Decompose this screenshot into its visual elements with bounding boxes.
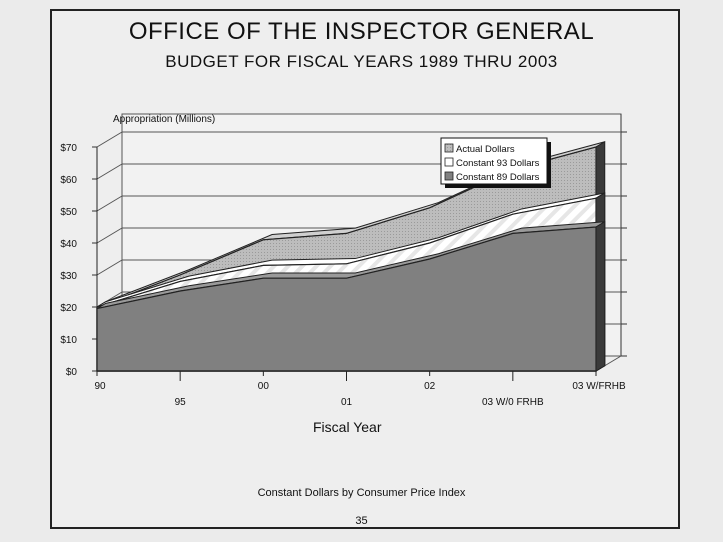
- y-tick-label: $40: [60, 239, 77, 250]
- x-tick-label: 03 W/FRHB: [572, 381, 626, 392]
- y-tick-label: $70: [60, 143, 77, 154]
- page-title: OFFICE OF THE INSPECTOR GENERAL: [128, 18, 595, 45]
- legend-swatch: [444, 143, 454, 153]
- page-number: 35: [355, 515, 368, 527]
- y-tick-label: $0: [66, 367, 78, 378]
- y-tick-label: $50: [60, 207, 77, 218]
- x-tick-label: 02: [424, 381, 436, 392]
- legend-label: Constant 93 Dollars: [456, 158, 540, 169]
- footnote: Constant Dollars by Consumer Price Index: [257, 487, 466, 499]
- legend: [440, 137, 548, 185]
- gridline-depth: [96, 259, 123, 276]
- gridline-depth: [96, 195, 123, 212]
- x-tick-label: 00: [258, 381, 270, 392]
- y-tick-label: $10: [60, 335, 77, 346]
- x-tick-label: 01: [341, 397, 353, 408]
- gridline-depth: [96, 227, 123, 244]
- legend-swatch: [444, 157, 454, 167]
- y-axis-label: Appropriation (Millions): [113, 114, 216, 125]
- legend-label: Actual Dollars: [456, 144, 515, 155]
- gridline-depth: [96, 163, 123, 180]
- x-axis-label: Fiscal Year: [313, 419, 382, 435]
- y-tick-label: $60: [60, 175, 77, 186]
- x-tick-label: 90: [94, 381, 106, 392]
- y-tick-label: $30: [60, 271, 77, 282]
- page-subtitle: BUDGET FOR FISCAL YEARS 1989 THRU 2003: [165, 52, 558, 71]
- legend-label: Constant 89 Dollars: [456, 172, 540, 183]
- legend-swatch: [444, 171, 454, 181]
- gridline-depth: [96, 131, 123, 148]
- x-tick-label: 03 W/0 FRHB: [482, 397, 544, 408]
- constant-89-dollars-area-side: [595, 220, 606, 372]
- x-tick-label: 95: [175, 397, 187, 408]
- y-tick-label: $20: [60, 303, 77, 314]
